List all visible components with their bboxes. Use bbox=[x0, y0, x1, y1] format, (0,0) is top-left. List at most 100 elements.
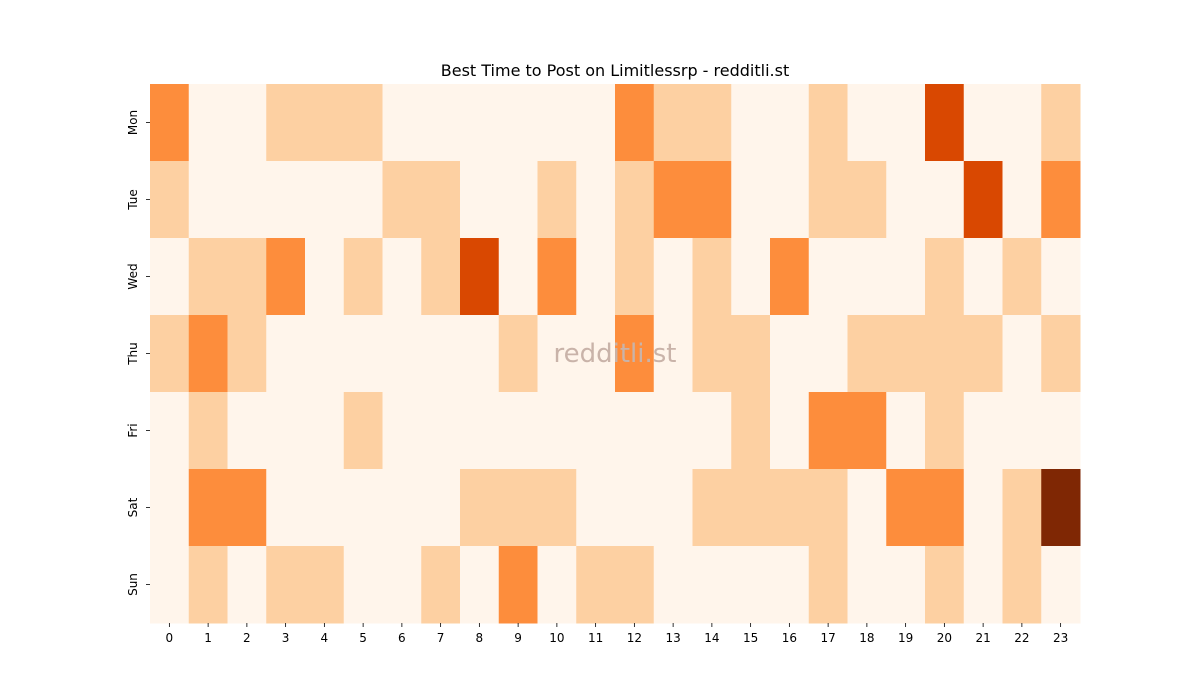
heatmap-cell-thu-17 bbox=[808, 315, 848, 393]
heatmap-cell-fri-13 bbox=[653, 392, 693, 470]
heatmap-cell-sat-17 bbox=[808, 469, 848, 547]
heatmap-cell-sun-8 bbox=[460, 546, 500, 624]
heatmap-cell-thu-6 bbox=[382, 315, 422, 393]
heatmap-cell-fri-20 bbox=[925, 392, 965, 470]
x-tick-label-15: 15 bbox=[743, 631, 758, 645]
heatmap-cell-fri-2 bbox=[227, 392, 267, 470]
heatmap-cell-sat-15 bbox=[731, 469, 771, 547]
heatmap-cell-thu-11 bbox=[576, 315, 616, 393]
heatmap-cell-tue-1 bbox=[188, 161, 228, 239]
heatmap-cell-tue-4 bbox=[305, 161, 345, 239]
heatmap-cell-sun-16 bbox=[770, 546, 810, 624]
heatmap-cell-sat-14 bbox=[692, 469, 732, 547]
heatmap-cell-fri-15 bbox=[731, 392, 771, 470]
heatmap-cell-fri-8 bbox=[460, 392, 500, 470]
heatmap-cell-tue-0 bbox=[150, 161, 190, 239]
heatmap-cell-wed-0 bbox=[150, 238, 190, 316]
heatmap-cell-fri-21 bbox=[963, 392, 1003, 470]
heatmap-cell-tue-5 bbox=[343, 161, 383, 239]
x-tick-label-2: 2 bbox=[243, 631, 251, 645]
heatmap-cell-fri-14 bbox=[692, 392, 732, 470]
heatmap-cell-wed-13 bbox=[653, 238, 693, 316]
heatmap-cell-sun-23 bbox=[1041, 546, 1081, 624]
heatmap-cell-tue-19 bbox=[886, 161, 926, 239]
x-tick-label-19: 19 bbox=[898, 631, 913, 645]
heatmap-cell-sat-23 bbox=[1041, 469, 1081, 547]
heatmap-cell-sun-18 bbox=[847, 546, 887, 624]
heatmap-cell-sat-19 bbox=[886, 469, 926, 547]
heatmap-cell-mon-19 bbox=[886, 84, 926, 162]
heatmap-cell-mon-1 bbox=[188, 84, 228, 162]
x-tick-label-0: 0 bbox=[166, 631, 174, 645]
heatmap-cell-mon-0 bbox=[150, 84, 190, 162]
heatmap-cell-fri-23 bbox=[1041, 392, 1081, 470]
heatmap-cell-wed-17 bbox=[808, 238, 848, 316]
heatmap-cell-tue-11 bbox=[576, 161, 616, 239]
heatmap-cell-wed-23 bbox=[1041, 238, 1081, 316]
heatmap-cell-wed-8 bbox=[460, 238, 500, 316]
heatmap-cell-wed-20 bbox=[925, 238, 965, 316]
heatmap-cell-tue-20 bbox=[925, 161, 965, 239]
heatmap-cell-tue-23 bbox=[1041, 161, 1081, 239]
heatmap-cell-tue-7 bbox=[421, 161, 461, 239]
heatmap-cell-sat-10 bbox=[537, 469, 577, 547]
heatmap-cell-sun-7 bbox=[421, 546, 461, 624]
x-tick-label-11: 11 bbox=[588, 631, 603, 645]
heatmap-cells bbox=[150, 84, 1081, 624]
heatmap-cell-mon-22 bbox=[1002, 84, 1042, 162]
heatmap-cell-thu-20 bbox=[925, 315, 965, 393]
heatmap-cell-tue-21 bbox=[963, 161, 1003, 239]
heatmap-cell-sun-3 bbox=[266, 546, 306, 624]
heatmap-cell-sat-4 bbox=[305, 469, 345, 547]
heatmap-cell-sat-5 bbox=[343, 469, 383, 547]
heatmap-cell-mon-11 bbox=[576, 84, 616, 162]
heatmap-cell-sun-0 bbox=[150, 546, 190, 624]
heatmap-cell-mon-10 bbox=[537, 84, 577, 162]
heatmap-cell-mon-12 bbox=[615, 84, 655, 162]
x-tick-label-10: 10 bbox=[549, 631, 564, 645]
heatmap-cell-wed-22 bbox=[1002, 238, 1042, 316]
heatmap-cell-sat-13 bbox=[653, 469, 693, 547]
heatmap-cell-tue-3 bbox=[266, 161, 306, 239]
heatmap-cell-fri-19 bbox=[886, 392, 926, 470]
heatmap-cell-fri-12 bbox=[615, 392, 655, 470]
heatmap-cell-sat-7 bbox=[421, 469, 461, 547]
heatmap-cell-fri-3 bbox=[266, 392, 306, 470]
heatmap-cell-sun-1 bbox=[188, 546, 228, 624]
x-tick-label-3: 3 bbox=[282, 631, 290, 645]
x-tick-label-13: 13 bbox=[665, 631, 680, 645]
heatmap-cell-tue-17 bbox=[808, 161, 848, 239]
heatmap-cell-wed-9 bbox=[498, 238, 538, 316]
y-tick-label-sat: Sat bbox=[126, 497, 140, 517]
heatmap-cell-wed-15 bbox=[731, 238, 771, 316]
heatmap-cell-sat-18 bbox=[847, 469, 887, 547]
chart-title: Best Time to Post on Limitlessrp - reddi… bbox=[441, 61, 789, 80]
heatmap-cell-fri-11 bbox=[576, 392, 616, 470]
heatmap-cell-sat-6 bbox=[382, 469, 422, 547]
heatmap-cell-sun-21 bbox=[963, 546, 1003, 624]
heatmap-cell-mon-3 bbox=[266, 84, 306, 162]
heatmap-cell-thu-10 bbox=[537, 315, 577, 393]
heatmap-cell-sun-5 bbox=[343, 546, 383, 624]
heatmap-cell-tue-8 bbox=[460, 161, 500, 239]
y-axis-ticks: Mon Tue Wed Thu Fri Sat Sun bbox=[126, 110, 150, 596]
watermark-text: redditli.st bbox=[554, 339, 677, 369]
heatmap-cell-tue-9 bbox=[498, 161, 538, 239]
x-tick-label-16: 16 bbox=[782, 631, 797, 645]
heatmap-cell-sat-1 bbox=[188, 469, 228, 547]
x-tick-label-7: 7 bbox=[437, 631, 445, 645]
y-tick-label-sun: Sun bbox=[126, 573, 140, 596]
heatmap-cell-sun-2 bbox=[227, 546, 267, 624]
x-tick-label-4: 4 bbox=[321, 631, 329, 645]
x-tick-label-14: 14 bbox=[704, 631, 719, 645]
heatmap-cell-tue-6 bbox=[382, 161, 422, 239]
heatmap-cell-thu-21 bbox=[963, 315, 1003, 393]
heatmap-cell-wed-18 bbox=[847, 238, 887, 316]
heatmap-cell-thu-16 bbox=[770, 315, 810, 393]
x-tick-label-6: 6 bbox=[398, 631, 406, 645]
heatmap-cell-fri-6 bbox=[382, 392, 422, 470]
heatmap-cell-mon-23 bbox=[1041, 84, 1081, 162]
heatmap-cell-sat-0 bbox=[150, 469, 190, 547]
heatmap-cell-mon-13 bbox=[653, 84, 693, 162]
